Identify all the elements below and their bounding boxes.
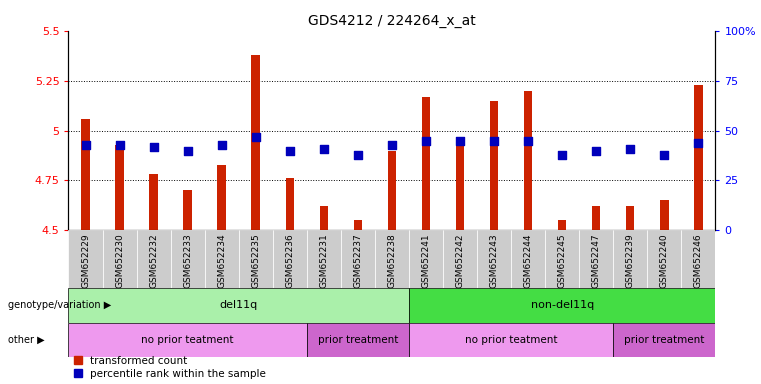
Bar <box>558 220 566 230</box>
Text: prior treatment: prior treatment <box>317 335 398 345</box>
Bar <box>116 144 124 230</box>
Legend: transformed count, percentile rank within the sample: transformed count, percentile rank withi… <box>74 356 266 379</box>
Point <box>148 144 160 150</box>
Point <box>658 151 670 157</box>
Bar <box>456 142 464 230</box>
Bar <box>170 230 205 288</box>
Bar <box>68 288 409 323</box>
Text: GSM652242: GSM652242 <box>456 233 464 288</box>
Bar <box>320 207 328 230</box>
Point <box>488 137 500 144</box>
Point <box>113 141 126 147</box>
Bar <box>626 207 635 230</box>
Bar <box>443 230 477 288</box>
Point <box>556 151 568 157</box>
Bar <box>511 230 545 288</box>
Bar <box>354 220 362 230</box>
Point <box>215 141 228 147</box>
Text: GSM652243: GSM652243 <box>489 233 498 288</box>
Text: GSM652245: GSM652245 <box>558 233 567 288</box>
Bar <box>341 230 375 288</box>
Text: GSM652237: GSM652237 <box>353 233 362 288</box>
Bar <box>694 84 702 230</box>
Bar <box>307 323 409 357</box>
Bar <box>592 207 600 230</box>
Bar <box>251 55 260 230</box>
Point <box>386 141 398 147</box>
Text: no prior teatment: no prior teatment <box>142 335 234 345</box>
Bar <box>81 119 90 230</box>
Bar <box>136 230 170 288</box>
Bar <box>613 323 715 357</box>
Bar <box>477 230 511 288</box>
Point <box>79 141 91 147</box>
Bar <box>409 230 443 288</box>
Text: GSM652231: GSM652231 <box>320 233 328 288</box>
Bar <box>68 230 103 288</box>
Point <box>182 147 194 154</box>
Bar <box>68 323 307 357</box>
Point <box>318 146 330 152</box>
Bar <box>579 230 613 288</box>
Text: GSM652234: GSM652234 <box>217 233 226 288</box>
Bar <box>524 91 533 230</box>
Bar <box>272 230 307 288</box>
Bar <box>375 230 409 288</box>
Bar <box>490 101 498 230</box>
Text: prior treatment: prior treatment <box>624 335 705 345</box>
Text: GSM652232: GSM652232 <box>149 233 158 288</box>
Bar <box>183 190 192 230</box>
Bar <box>307 230 341 288</box>
Bar <box>205 230 239 288</box>
Bar <box>387 151 396 230</box>
Bar <box>239 230 272 288</box>
Bar <box>103 230 136 288</box>
Text: no prior teatment: no prior teatment <box>465 335 557 345</box>
Text: GSM652241: GSM652241 <box>422 233 431 288</box>
Bar <box>681 230 715 288</box>
Point <box>284 147 296 154</box>
Text: del11q: del11q <box>220 300 258 310</box>
Point <box>590 147 602 154</box>
Text: GSM652247: GSM652247 <box>592 233 600 288</box>
Text: GSM652236: GSM652236 <box>285 233 295 288</box>
Text: other ▶: other ▶ <box>8 335 44 345</box>
Text: GSM652233: GSM652233 <box>183 233 192 288</box>
Bar <box>660 200 668 230</box>
Text: GSM652240: GSM652240 <box>660 233 669 288</box>
Bar <box>285 179 294 230</box>
Point <box>624 146 636 152</box>
Point <box>522 137 534 144</box>
Bar <box>648 230 681 288</box>
Text: GSM652235: GSM652235 <box>251 233 260 288</box>
Text: GSM652246: GSM652246 <box>694 233 703 288</box>
Text: GSM652238: GSM652238 <box>387 233 396 288</box>
Bar <box>409 288 715 323</box>
Text: GSM652239: GSM652239 <box>626 233 635 288</box>
Bar <box>422 97 430 230</box>
Bar <box>545 230 579 288</box>
Bar <box>613 230 648 288</box>
Text: GSM652244: GSM652244 <box>524 233 533 288</box>
Bar <box>409 323 613 357</box>
Text: GSM652230: GSM652230 <box>115 233 124 288</box>
Point <box>420 137 432 144</box>
Bar <box>149 174 158 230</box>
Title: GDS4212 / 224264_x_at: GDS4212 / 224264_x_at <box>308 14 476 28</box>
Point <box>352 151 364 157</box>
Point <box>454 137 466 144</box>
Point <box>693 139 705 146</box>
Text: GSM652229: GSM652229 <box>81 233 90 288</box>
Text: non-del11q: non-del11q <box>530 300 594 310</box>
Text: genotype/variation ▶: genotype/variation ▶ <box>8 300 111 310</box>
Bar <box>218 164 226 230</box>
Point <box>250 134 262 140</box>
